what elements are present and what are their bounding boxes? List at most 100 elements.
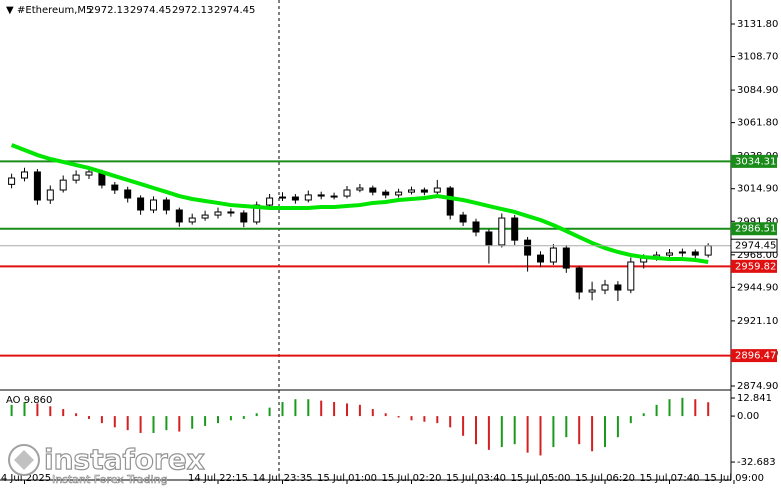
y-tick-label: 2944.90: [737, 282, 778, 293]
ao-bar: [217, 416, 219, 424]
ao-bar: [88, 416, 90, 419]
candle-body: [446, 187, 454, 216]
y-tick-label: 2921.10: [737, 316, 778, 327]
y-tick-label: 3014.90: [737, 184, 778, 195]
candle-body: [459, 214, 467, 223]
candle-body: [549, 247, 557, 263]
x-tick-label: 14 Jul 22:15: [188, 473, 248, 484]
ao-bar: [384, 413, 387, 417]
candle-body: [175, 209, 183, 223]
ao-bar: [591, 416, 594, 452]
ao-bar: [552, 416, 555, 448]
level-box: [731, 154, 777, 168]
y-tick-label: 2968.00: [737, 250, 778, 261]
candle-body: [614, 284, 622, 291]
ao-bar: [100, 416, 103, 424]
ao-bar: [10, 404, 13, 417]
ao-bar: [397, 416, 400, 418]
y-tick-label: -32.683: [737, 457, 776, 468]
ao-bar: [23, 402, 26, 417]
candle-body: [627, 261, 635, 291]
candle-body: [498, 217, 506, 246]
symbol-title: #Ethereum,M5: [17, 5, 92, 16]
candle-body: [227, 211, 235, 214]
candle-body: [21, 171, 28, 179]
ao-bar: [668, 399, 671, 417]
x-tick-label: 14 Jul 23:35: [253, 473, 313, 484]
header-low: 2972.13: [172, 5, 213, 16]
candle-body: [214, 211, 222, 216]
candle-body: [111, 184, 119, 191]
ao-bar: [152, 416, 155, 433]
candle-body: [46, 189, 54, 201]
ao-bar: [36, 403, 39, 417]
candle-body: [137, 197, 145, 211]
ao-bar: [255, 413, 258, 417]
y-tick-label: 3061.80: [737, 118, 778, 129]
candle-body: [382, 191, 390, 196]
header-close: 2974.45: [214, 5, 255, 16]
ao-bar: [49, 406, 52, 417]
candle-body: [666, 252, 673, 256]
ao-bar: [539, 416, 542, 456]
candle-body: [420, 189, 428, 193]
indicator-title: AO 9.860: [6, 395, 52, 406]
ao-bar: [436, 416, 439, 424]
ao-bar: [500, 416, 503, 448]
y-tick-label: 2991.80: [737, 216, 778, 227]
candle-body: [524, 239, 532, 256]
candle-body: [408, 189, 415, 193]
ao-bar: [616, 416, 619, 438]
ao-bar: [475, 416, 477, 445]
ao-bar: [423, 416, 426, 422]
moving-average: [10, 143, 709, 264]
ao-bar: [410, 416, 413, 421]
candle-body: [188, 217, 196, 223]
level-label: 2959.82: [735, 261, 776, 272]
ao-bar: [320, 400, 323, 417]
x-tick-label: 15 Jul 05:00: [511, 473, 571, 484]
ao-bar: [462, 416, 465, 436]
x-tick-label: 15 Jul 03:40: [446, 473, 506, 484]
candle-body: [279, 196, 286, 199]
candle-body: [150, 199, 157, 211]
candle-body: [369, 187, 377, 193]
x-tick-label: 15 Jul 01:00: [317, 473, 377, 484]
candle-body: [601, 284, 609, 291]
brand-text: instaforex: [44, 443, 205, 476]
ao-bar: [204, 416, 207, 426]
candle-body: [72, 174, 80, 181]
ao-bar: [242, 416, 245, 419]
level-label: 3034.31: [735, 156, 776, 167]
watermark: instaforex Instant Forex Trading: [8, 442, 205, 486]
ao-bar: [578, 416, 581, 445]
x-tick-label: 15 Jul 02:20: [382, 473, 442, 484]
plot-layer: 3131.803108.703084.903061.803038.003014.…: [0, 19, 778, 484]
ao-bar: [178, 416, 181, 432]
ao-bar: [526, 416, 529, 453]
candle-body: [588, 289, 596, 293]
candle-body: [124, 189, 132, 199]
level-box: [731, 259, 777, 273]
candle-body: [395, 191, 403, 196]
y-tick-label: 3108.70: [737, 52, 778, 63]
candle-body: [33, 171, 41, 201]
x-tick-label: 15 Jul 07:40: [640, 473, 700, 484]
candle-body: [201, 214, 209, 219]
ao-bar: [449, 416, 452, 428]
ao-bar: [358, 404, 361, 417]
candle-body: [304, 194, 312, 201]
ao-bar: [707, 402, 710, 417]
candle-body: [317, 194, 325, 197]
ao-bar: [487, 416, 490, 450]
y-tick-label: 3084.90: [737, 85, 778, 96]
ao-bar: [333, 402, 336, 417]
candle-body: [704, 245, 712, 256]
slogan-text: Instant Forex Trading: [52, 473, 168, 486]
level-label: 2896.47: [735, 351, 776, 362]
ao-bar: [346, 403, 348, 417]
ao-bar: [229, 416, 232, 421]
ao-bar: [681, 397, 684, 417]
